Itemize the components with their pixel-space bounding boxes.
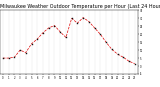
- Text: Milwaukee Weather Outdoor Temperature per Hour (Last 24 Hours): Milwaukee Weather Outdoor Temperature pe…: [0, 4, 160, 9]
